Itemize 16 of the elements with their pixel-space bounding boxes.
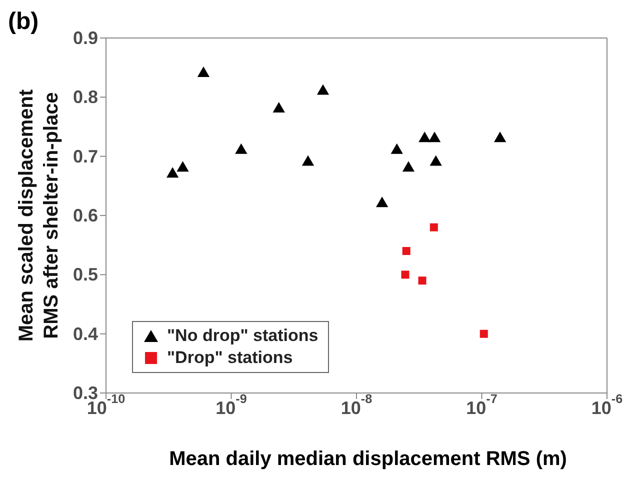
y-tick-label: 0.6 (72, 206, 98, 226)
x-tick-label: 10$^{-6}$ (591, 392, 623, 418)
x-tick-label: 10$^{-9}$ (216, 392, 247, 418)
y-tick-label: 0.3 (72, 383, 98, 403)
x-axis-title: Mean daily median displacement RMS (m) (168, 448, 568, 471)
y-tick-label: 0.9 (72, 28, 98, 48)
legend-label: "Drop" stations (167, 347, 293, 369)
y-tick-label: 0.8 (72, 87, 98, 108)
legend-label: "No drop" stations (167, 325, 318, 347)
x-tick-label: 10$^{-7}$ (466, 392, 498, 418)
y-tick-label: 0.7 (72, 146, 98, 166)
y-tick-label: 0.5 (72, 264, 98, 285)
chart-title: (b) (8, 8, 39, 36)
y-tick-label: 0.4 (72, 324, 98, 344)
y-axis-title: Mean scaled displacement RMS after shelter-in-place (16, 89, 62, 342)
x-tick-label: 10$^{-8}$ (340, 392, 372, 418)
